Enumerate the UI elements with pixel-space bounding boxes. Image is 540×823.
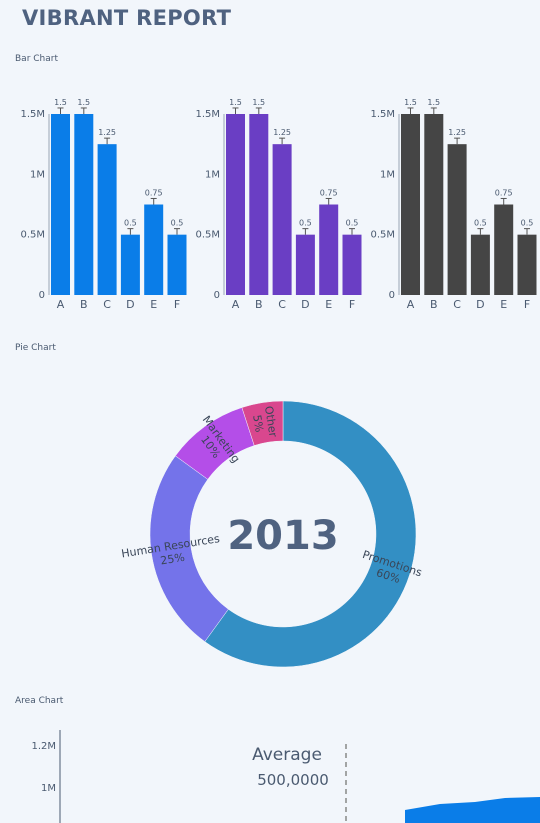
bar-chart-2: 0 0.5M 1M 1.5M 1.5 A 1.5 B 1.25 C 0.5 D 0.75 E 0.5 F xyxy=(195,98,362,311)
bar xyxy=(401,114,420,295)
data-label: 1.25 xyxy=(98,128,116,137)
data-label: 1.5 xyxy=(229,98,242,107)
data-label: 0.5 xyxy=(171,219,184,228)
bar-chart-1: 0 0.5M 1M 1.5M 1.5 A 1.5 B 1.25 C 0.5 D 0.75 E 0.5 F xyxy=(20,98,187,311)
y-tick-label: 0.5M xyxy=(20,230,45,241)
x-tick-label: D xyxy=(476,298,484,311)
y-tick-label: 1M xyxy=(205,169,220,180)
bar-chart-3: 0 0.5M 1M 1.5M 1.5 A 1.5 B 1.25 C 0.5 D 0.75 E 0.5 F xyxy=(370,98,537,311)
donut-slice xyxy=(241,400,284,446)
x-tick-label: D xyxy=(301,298,309,311)
x-tick-label: C xyxy=(103,298,111,311)
area-chart: 1M 1.2M Average 500,0000 xyxy=(31,730,540,823)
data-label: 0.5 xyxy=(299,219,312,228)
x-tick-label: F xyxy=(349,298,355,311)
y-tick-label: 1M xyxy=(30,169,45,180)
page-title: VIBRANT REPORT xyxy=(22,6,232,30)
bar-charts: 0 0.5M 1M 1.5M 1.5 A 1.5 B 1.25 C 0.5 D 0.75 E 0.5 F 0 0.… xyxy=(20,98,537,311)
x-tick-label: E xyxy=(500,298,507,311)
annotation-value: 500,0000 xyxy=(257,771,329,789)
bar xyxy=(144,204,164,295)
pie-chart-section-label: Pie Chart xyxy=(15,343,56,353)
x-tick-label: B xyxy=(80,298,88,311)
x-tick-label: B xyxy=(255,298,263,311)
bar xyxy=(517,234,537,295)
data-label: 0.5 xyxy=(521,219,534,228)
bar xyxy=(494,204,514,295)
slice-label: Other5% xyxy=(249,405,280,440)
bar xyxy=(295,234,315,295)
bar xyxy=(226,114,245,295)
x-tick-label: F xyxy=(524,298,530,311)
data-label: 0.75 xyxy=(320,188,338,197)
donut-chart: Promotions60%Human Resources25%Marketing… xyxy=(120,400,424,668)
y-tick-label: 0 xyxy=(39,290,45,301)
bar xyxy=(120,234,140,295)
data-label: 0.5 xyxy=(474,219,487,228)
bar xyxy=(51,114,70,295)
data-label: 1.5 xyxy=(77,98,90,107)
x-tick-label: A xyxy=(232,298,240,311)
data-label: 1.5 xyxy=(54,98,67,107)
x-tick-label: C xyxy=(278,298,286,311)
x-tick-label: B xyxy=(430,298,438,311)
slice-name: Other xyxy=(262,405,280,438)
y-tick-label: 0.5M xyxy=(370,230,395,241)
data-label: 0.75 xyxy=(495,188,513,197)
x-tick-label: E xyxy=(150,298,157,311)
y-tick-label: 0 xyxy=(214,290,220,301)
x-tick-label: A xyxy=(407,298,415,311)
y-tick-label: 0 xyxy=(389,290,395,301)
slice-percent: 25% xyxy=(159,551,185,568)
data-label: 0.5 xyxy=(346,219,359,228)
data-label: 1.5 xyxy=(427,98,440,107)
bar xyxy=(424,114,444,295)
bar xyxy=(342,234,362,295)
y-tick-label: 1.5M xyxy=(20,109,45,120)
data-label: 1.5 xyxy=(404,98,417,107)
data-label: 1.25 xyxy=(448,128,466,137)
donut-center-label: 2013 xyxy=(227,513,338,559)
x-tick-label: D xyxy=(126,298,134,311)
data-label: 1.5 xyxy=(252,98,265,107)
y-tick-label: 1M xyxy=(380,169,395,180)
bar-chart-section-label: Bar Chart xyxy=(15,54,58,64)
donut-slice xyxy=(204,400,417,668)
y-tick-label: 1M xyxy=(41,783,56,794)
y-tick-label: 1.5M xyxy=(195,109,220,120)
x-tick-label: C xyxy=(453,298,461,311)
bar xyxy=(167,234,187,295)
bar xyxy=(272,144,292,295)
data-label: 0.5 xyxy=(124,219,137,228)
data-label: 0.75 xyxy=(145,188,163,197)
area-chart-section-label: Area Chart xyxy=(15,696,64,706)
annotation-title: Average xyxy=(252,745,322,765)
x-tick-label: A xyxy=(57,298,65,311)
bar xyxy=(319,204,339,295)
data-label: 1.25 xyxy=(273,128,291,137)
y-tick-label: 0.5M xyxy=(195,230,220,241)
x-tick-label: F xyxy=(174,298,180,311)
area-fill xyxy=(405,797,540,823)
bar xyxy=(97,144,117,295)
slice-percent: 5% xyxy=(250,414,266,433)
bar xyxy=(447,144,467,295)
y-tick-label: 1.2M xyxy=(31,741,56,752)
y-tick-label: 1.5M xyxy=(370,109,395,120)
bar xyxy=(249,114,269,295)
x-tick-label: E xyxy=(325,298,332,311)
bar xyxy=(470,234,490,295)
bar xyxy=(74,114,94,295)
